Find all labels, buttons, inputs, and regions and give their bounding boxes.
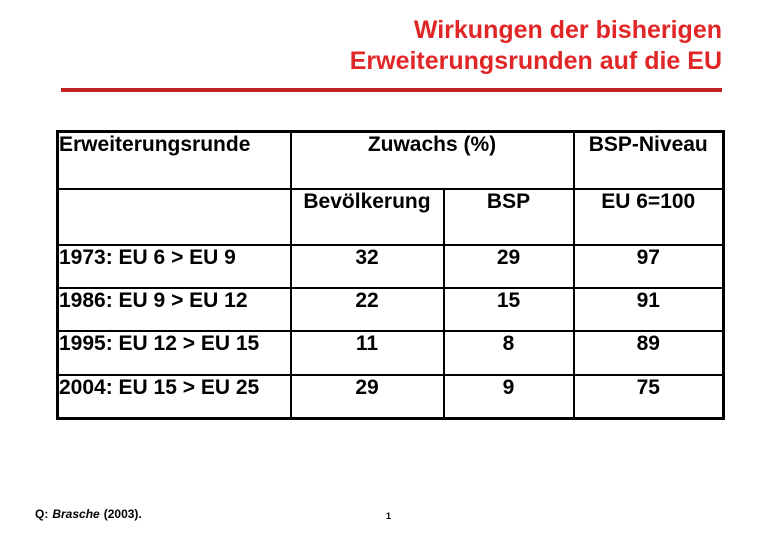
title-divider-line xyxy=(61,88,722,92)
header-bevoelkerung: Bevölkerung xyxy=(289,187,445,246)
cell-round: 1995: EU 12 > EU 15 xyxy=(56,329,292,376)
cell-round: 1973: EU 6 > EU 9 xyxy=(56,243,292,289)
header-erweiterungsrunde: Erweiterungsrunde xyxy=(56,130,292,190)
page-number: 1 xyxy=(386,511,392,521)
table-header-row-1: Erweiterungsrunde Zuwachs (%) BSP-Niveau xyxy=(56,130,725,190)
header-empty-cell xyxy=(56,187,292,246)
table-row-1986: 1986: EU 9 > EU 12 22 15 91 xyxy=(56,286,725,332)
cell-round: 1986: EU 9 > EU 12 xyxy=(56,286,292,332)
header-bsp: BSP xyxy=(442,187,575,246)
cell-niveau: 75 xyxy=(572,373,725,420)
enlargement-table-wrap: Erweiterungsrunde Zuwachs (%) BSP-Niveau… xyxy=(56,130,725,420)
source-year: (2003). xyxy=(103,507,142,521)
source-author: Brasche xyxy=(52,507,100,521)
header-eu6-base: EU 6=100 xyxy=(572,187,725,246)
cell-bsp: 8 xyxy=(442,329,575,376)
source-prefix: Q: xyxy=(35,507,49,521)
table-row-1995: 1995: EU 12 > EU 15 11 8 89 xyxy=(56,329,725,376)
enlargement-table: Erweiterungsrunde Zuwachs (%) BSP-Niveau… xyxy=(56,130,725,420)
cell-niveau: 97 xyxy=(572,243,725,289)
table-header-row-2: Bevölkerung BSP EU 6=100 xyxy=(56,187,725,246)
slide-title: Wirkungen der bisherigen Erweiterungsrun… xyxy=(350,15,722,77)
cell-niveau: 91 xyxy=(572,286,725,332)
cell-population: 11 xyxy=(289,329,445,376)
cell-population: 29 xyxy=(289,373,445,420)
source-note: Q: Brasche (2003). xyxy=(35,507,142,521)
cell-bsp: 15 xyxy=(442,286,575,332)
cell-bsp: 29 xyxy=(442,243,575,289)
slide-title-line1: Wirkungen der bisherigen xyxy=(413,16,722,44)
cell-niveau: 89 xyxy=(572,329,725,376)
table-row-2004: 2004: EU 15 > EU 25 29 9 75 xyxy=(56,373,725,420)
table-row-1973: 1973: EU 6 > EU 9 32 29 97 xyxy=(56,243,725,289)
cell-round: 2004: EU 15 > EU 25 xyxy=(56,373,292,420)
header-zuwachs: Zuwachs (%) xyxy=(289,130,575,190)
cell-bsp: 9 xyxy=(442,373,575,420)
cell-population: 22 xyxy=(289,286,445,332)
header-bsp-niveau: BSP-Niveau xyxy=(572,130,725,190)
cell-population: 32 xyxy=(289,243,445,289)
slide-title-line2: Erweiterungsrunden auf die EU xyxy=(349,47,722,75)
